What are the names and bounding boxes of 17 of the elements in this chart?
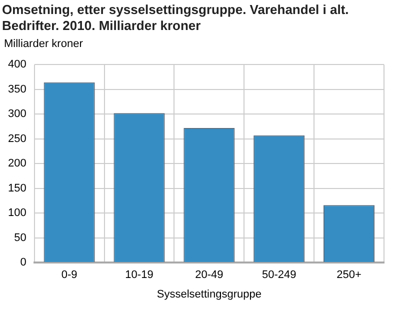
- y-tick-label: 150: [8, 182, 26, 194]
- x-tick-label: 10-19: [125, 269, 154, 282]
- y-tick-label: 300: [8, 108, 26, 120]
- x-tick-label: 50-249: [262, 269, 296, 282]
- x-tick-label: 250+: [336, 269, 362, 282]
- y-tick-label: 0: [20, 256, 26, 269]
- x-axis-title: Sysselsettingsgruppe: [156, 288, 262, 300]
- chart-title: Omsetning, etter sysselsettingsgruppe. Varehandel i alt. Bedrifter. 2010. Milliarder kroner: [1, 1, 350, 34]
- y-tick-label: 50: [14, 232, 26, 244]
- y-tick-label: 100: [8, 207, 26, 220]
- y-tick-label: 200: [8, 158, 26, 170]
- x-tick-label: 0-9: [61, 269, 78, 282]
- x-tick-label: 20-49: [195, 269, 224, 282]
- y-tick-label: 350: [8, 83, 26, 96]
- y-axis-title: Milliarder kroner: [3, 37, 84, 50]
- y-tick-label: 250: [8, 132, 26, 145]
- y-tick-label: 400: [8, 58, 26, 71]
